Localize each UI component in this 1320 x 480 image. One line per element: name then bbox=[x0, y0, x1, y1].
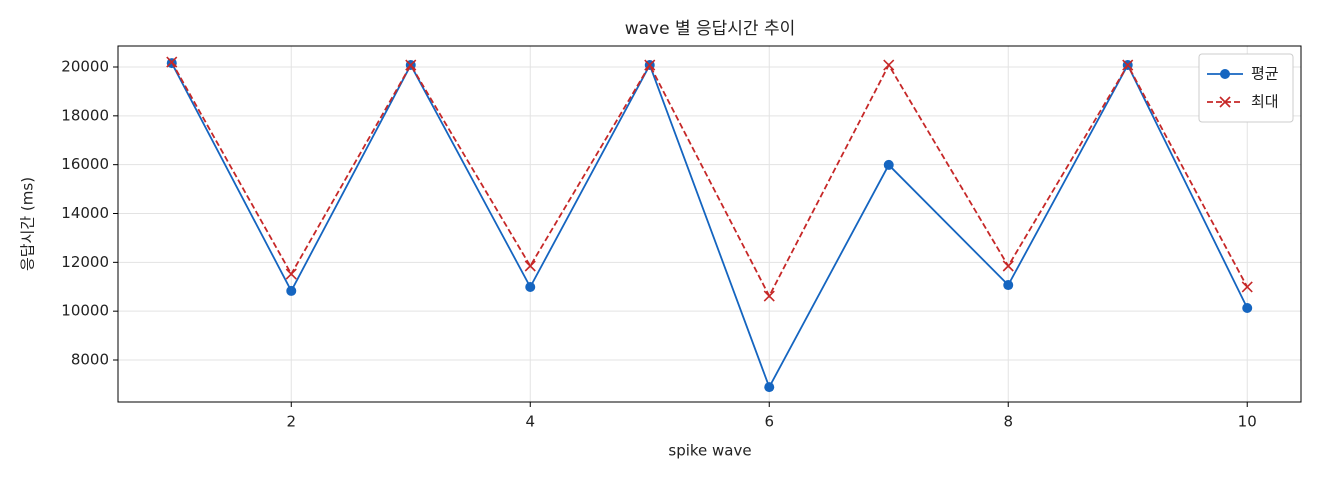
legend-label: 최대 bbox=[1251, 93, 1279, 111]
marker bbox=[525, 281, 536, 292]
series-line bbox=[170, 61, 1249, 298]
marker bbox=[764, 382, 775, 393]
legend-label: 평균 bbox=[1251, 65, 1279, 83]
plot bbox=[166, 56, 1253, 393]
x-tick-label: 10 bbox=[1238, 413, 1257, 431]
y-axis-label: 응답시간 (ms) bbox=[19, 177, 37, 271]
y-tick-label: 20000 bbox=[61, 57, 109, 75]
marker bbox=[644, 59, 656, 71]
marker bbox=[1002, 260, 1014, 272]
y-tick-label: 12000 bbox=[61, 253, 109, 271]
marker bbox=[1241, 281, 1253, 293]
x-tick-label: 6 bbox=[764, 413, 774, 431]
marker bbox=[763, 290, 775, 302]
marker bbox=[286, 285, 297, 296]
y-tick-label: 10000 bbox=[61, 302, 109, 320]
marker bbox=[1122, 59, 1134, 71]
series-line bbox=[170, 62, 1249, 390]
x-tick-label: 2 bbox=[286, 413, 296, 431]
x-tick-label: 4 bbox=[525, 413, 535, 431]
legend-marker bbox=[1219, 96, 1231, 108]
chart-title: wave 별 응답시간 추이 bbox=[625, 19, 796, 39]
marker bbox=[285, 268, 297, 280]
y-tick-label: 18000 bbox=[61, 106, 109, 124]
marker bbox=[883, 59, 895, 71]
y-tick-label: 16000 bbox=[61, 155, 109, 173]
marker bbox=[405, 59, 417, 71]
marker bbox=[883, 159, 894, 170]
marker bbox=[1242, 302, 1253, 313]
y-tick-label: 14000 bbox=[61, 204, 109, 222]
marker bbox=[166, 56, 178, 68]
marker bbox=[1003, 280, 1014, 291]
legend-marker bbox=[1220, 69, 1230, 79]
x-axis-label: spike wave bbox=[668, 442, 751, 460]
y-tick-label: 8000 bbox=[71, 351, 109, 369]
x-tick-label: 8 bbox=[1003, 413, 1013, 431]
marker bbox=[524, 260, 536, 272]
plot-frame bbox=[117, 45, 1302, 403]
legend-box bbox=[1198, 53, 1294, 123]
